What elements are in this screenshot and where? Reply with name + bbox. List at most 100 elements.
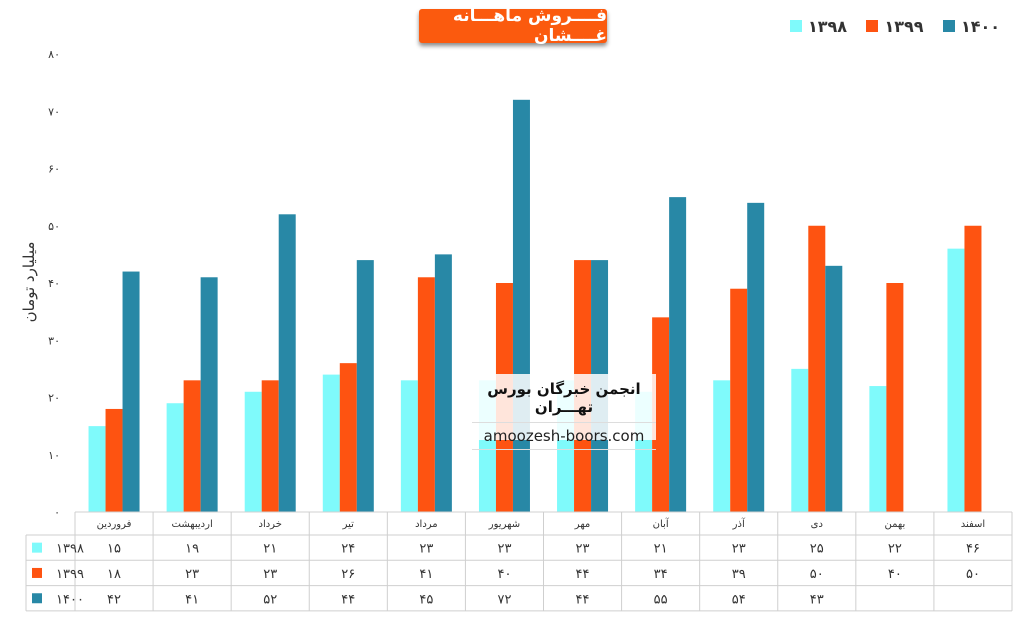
bar-1-1 bbox=[183, 380, 201, 512]
bar-2-2 bbox=[278, 214, 296, 513]
data-label: ۲۶ bbox=[341, 567, 355, 582]
data-label: ۲۱ bbox=[263, 542, 277, 557]
bar-0-4 bbox=[400, 380, 418, 512]
data-label: ۴۴ bbox=[341, 592, 355, 607]
bar-1-4 bbox=[417, 277, 435, 512]
x-tick-label: اسفند bbox=[961, 519, 985, 530]
y-tick-label: ۸۰ bbox=[48, 48, 60, 61]
data-label: ۲۳ bbox=[419, 542, 433, 557]
data-label: ۲۳ bbox=[185, 567, 199, 582]
legend-item-1400: ۱۴۰۰ bbox=[942, 16, 1000, 36]
watermark-title: انجمن خبرگان بورس تهـــران bbox=[487, 380, 641, 416]
bar-1-2 bbox=[261, 380, 279, 512]
bar-1-8 bbox=[730, 288, 748, 512]
legend-swatch bbox=[866, 20, 879, 32]
table-legend-swatch bbox=[32, 567, 42, 578]
bar-0-11 bbox=[947, 248, 965, 512]
legend: ۱۴۰۰ ۱۳۹۹ ۱۳۹۸ bbox=[790, 14, 1000, 38]
y-axis: ۰ ۱۰ ۲۰ ۳۰ ۴۰ ۵۰ ۶۰ ۷۰ ۸۰ bbox=[48, 48, 60, 519]
data-label: ۱۹ bbox=[185, 542, 199, 557]
data-label: ۴۰ bbox=[888, 567, 902, 582]
data-label: ۴۴ bbox=[576, 567, 590, 582]
data-label: ۲۴ bbox=[341, 542, 355, 557]
x-tick-label: فروردین bbox=[97, 519, 132, 530]
bars bbox=[75, 99, 1012, 513]
data-label: ۲۳ bbox=[497, 542, 511, 557]
table-series-name: ۱۳۹۸ bbox=[56, 542, 84, 557]
data-label: ۴۰ bbox=[497, 567, 511, 582]
x-tick-label: مرداد bbox=[415, 519, 438, 530]
watermark-divider bbox=[472, 449, 656, 450]
bar-2-3 bbox=[356, 260, 374, 512]
legend-item-1398: ۱۳۹۸ bbox=[790, 17, 847, 36]
watermark: انجمن خبرگان بورس تهـــران amoozesh-boor… bbox=[472, 374, 656, 450]
bar-0-0 bbox=[88, 426, 106, 512]
bar-2-9 bbox=[825, 265, 843, 512]
bar-1-0 bbox=[105, 408, 123, 512]
data-label: ۴۲ bbox=[107, 592, 121, 607]
y-tick-label: ۴۰ bbox=[48, 277, 60, 290]
y-axis-label: میلیارد تومان bbox=[20, 242, 38, 323]
bar-0-9 bbox=[791, 368, 809, 512]
data-label: ۲۵ bbox=[810, 542, 824, 557]
x-tick-label: دی bbox=[811, 519, 823, 530]
bar-2-4 bbox=[434, 254, 452, 512]
data-label: ۲۲ bbox=[888, 542, 902, 557]
data-label: ۵۴ bbox=[732, 592, 746, 607]
data-label: ۴۱ bbox=[419, 567, 433, 582]
table-series-name: ۱۳۹۹ bbox=[56, 567, 84, 582]
bar-0-8 bbox=[713, 380, 731, 512]
x-tick-label: بهمن bbox=[884, 519, 905, 530]
table-series-name: ۱۴۰۰ bbox=[56, 592, 84, 607]
y-tick-label: ۵۰ bbox=[48, 220, 60, 233]
data-label: ۴۱ bbox=[185, 592, 199, 607]
bar-2-1 bbox=[200, 277, 218, 512]
x-tick-label: اردیبهشت bbox=[172, 519, 213, 530]
x-tick-label: تیر bbox=[342, 519, 355, 530]
legend-label: ۱۳۹۹ bbox=[884, 16, 924, 36]
legend-item-1399: ۱۳۹۹ bbox=[866, 16, 924, 36]
data-label: ۴۴ bbox=[576, 592, 590, 607]
data-label: ۳۹ bbox=[732, 567, 746, 582]
data-label: ۵۵ bbox=[654, 592, 668, 607]
legend-label: ۱۳۹۸ bbox=[808, 16, 848, 36]
data-label: ۷۲ bbox=[497, 592, 511, 607]
x-tick-label: خرداد bbox=[259, 519, 282, 530]
data-label: ۲۱ bbox=[654, 542, 668, 557]
x-tick-label: آبان bbox=[653, 517, 670, 530]
bar-1-9 bbox=[808, 225, 826, 512]
data-table: فروردین اردیبهشت خرداد تیر مرداد شهریور مهر آبا… bbox=[25, 512, 1013, 612]
data-label: ۵۰ bbox=[966, 567, 980, 582]
bar-2-7 bbox=[669, 197, 687, 512]
data-label: ۲۳ bbox=[576, 542, 590, 557]
y-tick-label: ۱۰ bbox=[48, 449, 60, 462]
bar-0-1 bbox=[166, 403, 184, 512]
y-tick-label: ۶۰ bbox=[48, 163, 60, 176]
data-label: ۴۶ bbox=[966, 542, 980, 557]
data-label: ۳۴ bbox=[654, 567, 668, 582]
legend-label: ۱۴۰۰ bbox=[960, 16, 1000, 36]
bar-1-3 bbox=[339, 363, 357, 512]
legend-swatch bbox=[942, 20, 955, 32]
table-legend-swatch bbox=[32, 593, 42, 604]
chart-title: فــــروش ماهـــانه غــــشان bbox=[419, 6, 607, 46]
bar-1-11 bbox=[964, 225, 982, 512]
data-label: ۱۸ bbox=[107, 567, 121, 582]
bar-0-10 bbox=[869, 386, 887, 512]
data-label: ۲۳ bbox=[263, 567, 277, 582]
x-tick-label: مهر bbox=[574, 519, 590, 530]
data-label: ۴۵ bbox=[419, 592, 433, 607]
bar-1-7 bbox=[652, 317, 670, 512]
data-label: ۴۳ bbox=[810, 592, 824, 607]
y-tick-label: ۲۰ bbox=[48, 392, 60, 405]
legend-swatch bbox=[790, 20, 802, 32]
y-tick-label: ۳۰ bbox=[48, 334, 60, 347]
data-label: ۵۲ bbox=[263, 592, 277, 607]
data-label: ۵۰ bbox=[810, 567, 824, 582]
bar-0-2 bbox=[244, 391, 262, 512]
x-tick-label: شهریور bbox=[488, 519, 520, 530]
bar-2-5 bbox=[512, 99, 530, 513]
bar-2-8 bbox=[747, 202, 765, 512]
data-label: ۱۵ bbox=[107, 542, 121, 557]
